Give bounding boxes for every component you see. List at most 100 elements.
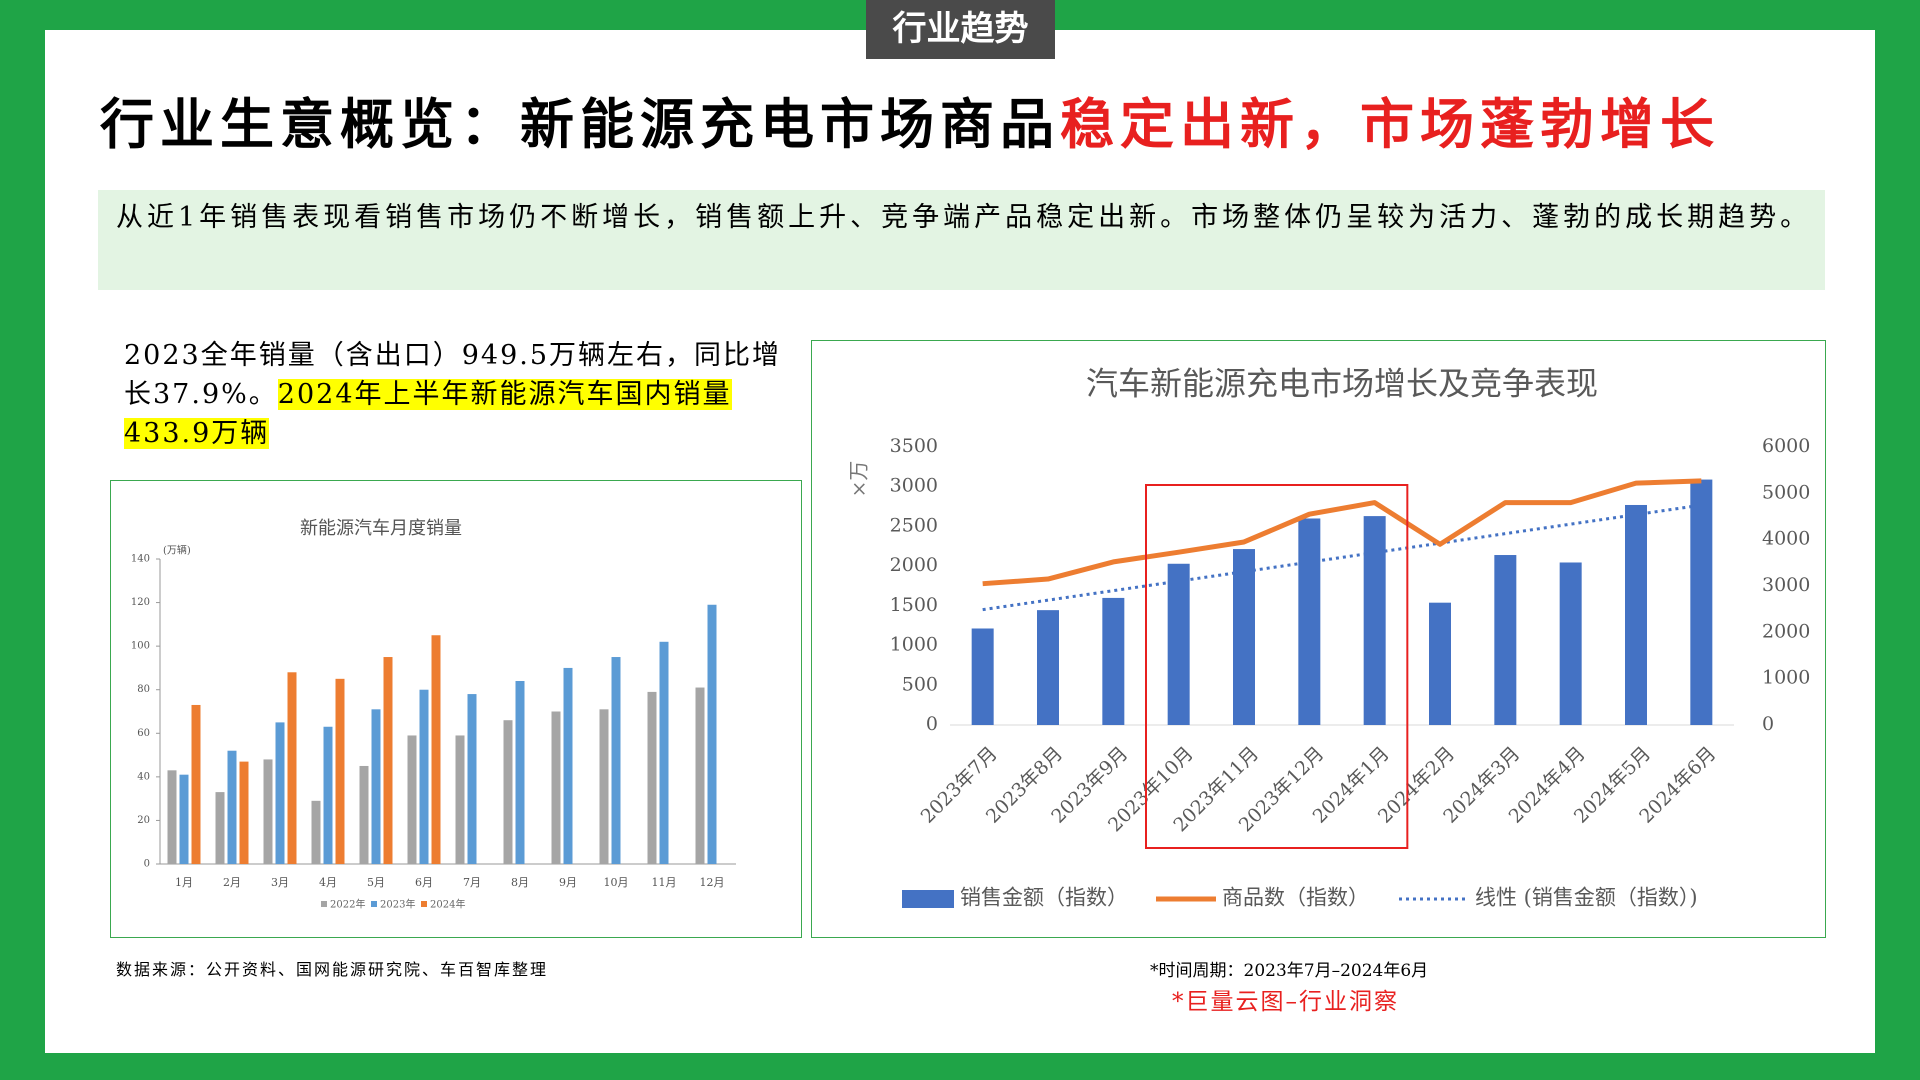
bar	[263, 759, 273, 864]
line	[982, 478, 1702, 587]
bar	[1690, 479, 1713, 725]
note: 2023全年销量（含出口）949.5万辆左右，同比增长37.9%。2024年上半…	[124, 336, 784, 453]
period: *时间周期：2023年7月–2024年6月	[1150, 961, 1429, 981]
x-tick-label: 5月	[367, 876, 385, 889]
title-highlight: 稳定出新，市场蓬勃增长	[1060, 93, 1720, 156]
y-tick-label: 20	[137, 815, 150, 826]
y-tick-label: 100	[131, 641, 150, 652]
legend-label: 商品数（指数）	[1222, 886, 1369, 910]
bar	[1037, 610, 1059, 725]
x-tick-label: 12月	[700, 876, 725, 889]
title: 行业生意概览：新能源充电市场商品稳定出新，市场蓬勃增长	[100, 80, 1720, 159]
x-tick-label: 3月	[271, 876, 289, 889]
legend-swatch	[371, 901, 377, 907]
y-tick-label: 2000	[890, 554, 938, 576]
highlight-box	[1145, 484, 1409, 849]
note-text: 2023全年销量（含出口）949.5万辆左右，同比增长37.9%。	[124, 340, 782, 410]
x-tick-label: 2月	[223, 876, 241, 889]
bar	[191, 704, 201, 864]
chart: 汽车新能源充电市场增长及竞争表现 ×万 0 500 1000 1500 2000 2500 30…	[811, 340, 1826, 938]
bar	[707, 604, 717, 864]
y-tick-label: 60	[137, 728, 150, 739]
y-axis-label: ×万	[847, 461, 871, 498]
y2-tick-label: 2000	[1762, 620, 1810, 642]
y-tick-label: 3000	[890, 475, 938, 497]
bar	[311, 800, 321, 864]
bar	[359, 765, 369, 864]
bar	[1102, 597, 1125, 725]
y-tick-label: 1000	[890, 634, 938, 656]
y-tick-label: 3500	[890, 435, 938, 457]
bar	[215, 792, 225, 864]
x-tick-label: 1月	[175, 876, 193, 889]
bar	[167, 770, 177, 864]
legend-swatch	[902, 890, 954, 908]
bar	[335, 678, 345, 864]
y2-tick-label: 0	[1762, 713, 1774, 735]
y-tick-label: 40	[137, 771, 150, 782]
bar	[407, 735, 417, 864]
y-tick-label: 0	[144, 859, 150, 870]
x-tick-label: 7月	[463, 876, 481, 889]
legend-label: 2023年	[380, 898, 415, 911]
bar	[695, 687, 705, 864]
bar	[227, 750, 237, 864]
y-tick-label: 80	[137, 684, 150, 695]
bar	[239, 761, 249, 864]
y-tick-label: 0	[926, 713, 938, 735]
y-tick-label: 500	[902, 673, 938, 695]
chart-title: 汽车新能源充电市场增长及竞争表现	[1086, 365, 1598, 403]
bar	[971, 628, 994, 725]
bar	[1429, 602, 1451, 725]
bar	[1625, 504, 1647, 725]
y-tick-label: 1500	[890, 594, 938, 616]
y2-tick-label: 5000	[1762, 481, 1810, 503]
bar	[287, 672, 297, 864]
bar	[659, 641, 669, 864]
bar	[1233, 549, 1255, 725]
bar	[371, 709, 381, 864]
bar	[599, 709, 609, 864]
tag: 行业趋势	[866, 0, 1055, 59]
bar	[275, 722, 285, 864]
bar	[419, 689, 429, 864]
bar	[1167, 563, 1190, 725]
bar	[503, 720, 513, 864]
bar	[551, 711, 561, 864]
x-tick-label: 4月	[319, 876, 337, 889]
x-tick-label: 10月	[604, 876, 629, 889]
chart: 新能源汽车月度销量 (万辆) 0 20 40 60 80 100 120 140 1月 2月 3月 4月 5…	[110, 480, 802, 938]
bar	[467, 694, 477, 864]
y2-tick-label: 6000	[1762, 435, 1810, 457]
bar	[1559, 562, 1582, 725]
bar	[431, 635, 441, 864]
bar	[383, 657, 393, 864]
bar	[179, 774, 189, 864]
x-tick-label: 6月	[415, 876, 433, 889]
bar	[563, 667, 573, 864]
trend-line	[982, 503, 1702, 612]
y-tick-label: 2500	[890, 514, 938, 536]
bar	[1494, 555, 1517, 725]
legend-label: 线性 (销售金额（指数）)	[1475, 886, 1698, 910]
legend-swatch	[321, 901, 327, 907]
bar	[611, 657, 621, 864]
y-tick-label: 120	[131, 597, 150, 608]
legend-label: 2024年	[430, 898, 465, 911]
x-tick-label: 8月	[511, 876, 529, 889]
y2-tick-label: 1000	[1762, 667, 1810, 689]
summary: 从近1年销售表现看销售市场仍不断增长，销售额上升、竞争端产品稳定出新。市场整体仍…	[98, 190, 1825, 290]
brand: *巨量云图–行业洞察	[1172, 989, 1399, 1015]
legend-swatch	[421, 901, 427, 907]
source: 数据来源：公开资料、国网能源研究院、车百智库整理	[116, 960, 549, 979]
x-tick-label: 9月	[559, 876, 577, 889]
x-tick-label: 11月	[652, 876, 677, 889]
y-tick-label: 140	[131, 554, 150, 565]
y2-tick-label: 3000	[1762, 574, 1810, 596]
title-main: 行业生意概览：新能源充电市场商品	[100, 93, 1060, 156]
bar	[515, 681, 525, 864]
bar	[1363, 516, 1386, 725]
bar	[323, 726, 333, 864]
chart-title: 新能源汽车月度销量	[300, 518, 462, 539]
